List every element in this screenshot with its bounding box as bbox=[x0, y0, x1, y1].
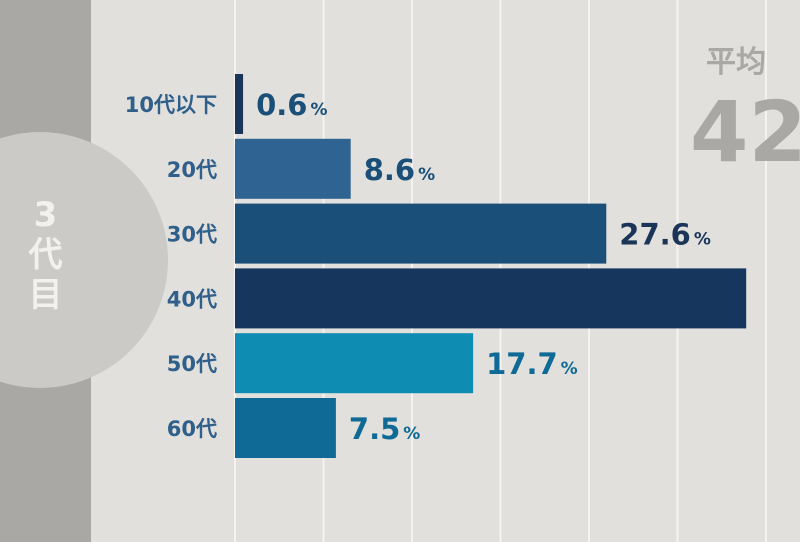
bar bbox=[235, 138, 351, 199]
data-label: 27.6% bbox=[619, 218, 711, 252]
category-label: 60代 bbox=[167, 417, 217, 441]
labels: 10代以下 0.6 % 20代 8.6 % 30代 27.6 % 40代 50代 17.7 % 60代 7.… bbox=[125, 88, 711, 446]
decorative-circle bbox=[0, 132, 168, 388]
category-label: 10代以下 bbox=[125, 93, 217, 117]
bars bbox=[235, 74, 747, 458]
category-label: 20代 bbox=[167, 158, 217, 182]
bar bbox=[235, 398, 336, 458]
side-label-char-3: 目 bbox=[28, 275, 63, 315]
average-label: 平均 bbox=[706, 45, 766, 80]
side-label: 3 代 目 bbox=[0, 195, 91, 315]
data-label: 17.7% bbox=[486, 347, 578, 381]
bar bbox=[235, 333, 474, 394]
bar bbox=[235, 74, 244, 134]
side-label-char-1: 3 bbox=[33, 195, 58, 235]
bar bbox=[235, 203, 607, 264]
side-label-char-2: 代 bbox=[28, 235, 63, 275]
category-label: 40代 bbox=[167, 287, 217, 311]
data-label: 0.6% bbox=[256, 88, 327, 122]
bar bbox=[235, 268, 747, 329]
data-label: 7.5% bbox=[349, 412, 420, 446]
category-label: 50代 bbox=[167, 352, 217, 376]
data-label: 8.6% bbox=[364, 153, 435, 187]
average-value: 42 bbox=[690, 83, 800, 181]
category-label: 30代 bbox=[167, 223, 217, 247]
